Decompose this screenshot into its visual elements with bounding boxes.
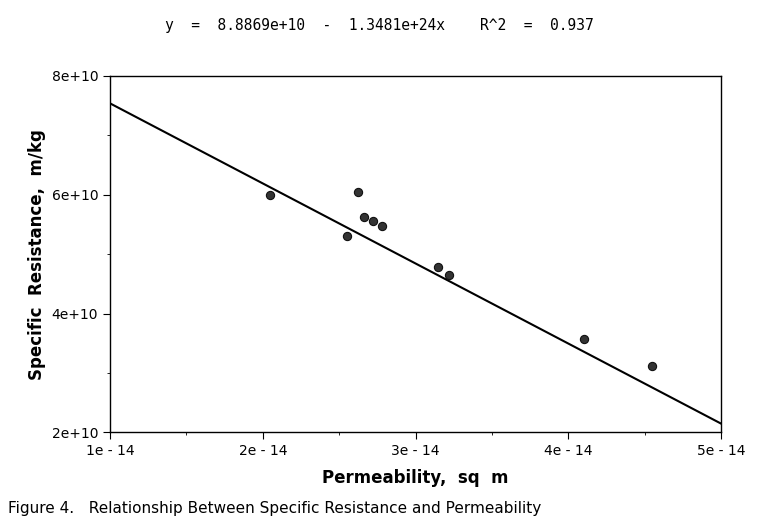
Point: [357, 213, 370, 222]
Point: [341, 232, 353, 241]
Point: [367, 217, 379, 226]
X-axis label: Permeability,  sq  m: Permeability, sq m: [323, 469, 509, 487]
Point: [264, 191, 276, 199]
Text: Figure 4.   Relationship Between Specific Resistance and Permeability: Figure 4. Relationship Between Specific …: [8, 501, 541, 516]
Y-axis label: Specific  Resistance,  m/kg: Specific Resistance, m/kg: [28, 129, 46, 379]
Point: [433, 263, 445, 271]
Point: [578, 335, 590, 343]
Point: [646, 362, 658, 370]
Point: [351, 188, 364, 196]
Point: [376, 222, 388, 230]
Point: [443, 271, 455, 279]
Text: y  =  8.8869e+10  -  1.3481e+24x    R^2  =  0.937: y = 8.8869e+10 - 1.3481e+24x R^2 = 0.937: [165, 18, 594, 34]
